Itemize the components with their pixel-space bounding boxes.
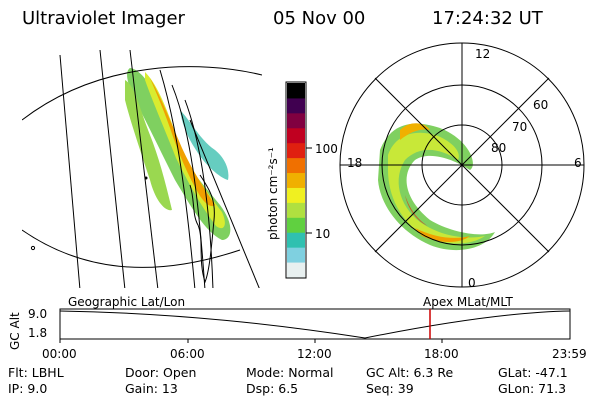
mlt-label-12: 12 — [475, 47, 491, 61]
lat-label-70: 70 — [512, 120, 528, 134]
colorbar-tick-100: 100 — [315, 142, 338, 156]
lat-label-60: 60 — [533, 98, 549, 112]
colorbar-stripe — [287, 202, 305, 218]
seq-info: Seq: 39 — [366, 381, 414, 396]
colorbar-stripe — [287, 247, 305, 263]
colorbar-stripe — [287, 97, 305, 114]
gain-info: Gain: 13 — [125, 381, 178, 396]
mlt-label-18: 18 — [347, 156, 363, 170]
colorbar-stripe — [287, 262, 305, 278]
altitude-ymin: 1.8 — [28, 326, 48, 340]
colorbar-stripe — [287, 172, 305, 188]
colorbar-stripe — [287, 232, 305, 248]
dsp-info: Dsp: 6.5 — [246, 381, 299, 396]
colorbar-stripe — [287, 112, 305, 129]
altitude-ymax: 9.0 — [28, 307, 48, 321]
gc-alt-info: GC Alt: 6.3 Re — [366, 365, 454, 380]
xtick-0600: 06:00 — [170, 347, 205, 361]
altitude-ylabel: GC Alt — [8, 312, 22, 350]
colorbar-stripe — [287, 187, 305, 203]
glat-info: GLat: -47.1 — [498, 365, 568, 380]
colorbar-stripe — [287, 157, 305, 174]
xtick-0000: 00:00 — [42, 347, 77, 361]
mlt-label-6: 6 — [574, 156, 582, 170]
lat-label-80: 80 — [491, 141, 507, 155]
mode-info: Mode: Normal — [246, 365, 334, 380]
instrument-title: Ultraviolet Imager — [22, 8, 185, 29]
geographic-caption: Geographic Lat/Lon — [68, 295, 186, 309]
date-label: 05 Nov 00 — [273, 8, 366, 29]
apex-caption: Apex MLat/MLT — [423, 295, 513, 309]
colorbar-stripe — [287, 83, 305, 99]
xtick-2359: 23:59 — [552, 347, 587, 361]
xtick-1800: 18:00 — [424, 347, 459, 361]
colorbar-stripe — [287, 217, 305, 233]
mlt-label-0: 0 — [468, 276, 476, 290]
ip-info: IP: 9.0 — [8, 381, 48, 396]
colorbar-stripe — [287, 127, 305, 144]
filter-info: Flt: LBHL — [8, 365, 64, 380]
door-info: Door: Open — [125, 365, 197, 380]
time-label: 17:24:32 UT — [432, 8, 543, 29]
glon-info: GLon: 71.3 — [498, 381, 567, 396]
xtick-1200: 12:00 — [297, 347, 332, 361]
colorbar-tick-10: 10 — [315, 227, 331, 241]
colorbar-stripe — [287, 142, 305, 159]
